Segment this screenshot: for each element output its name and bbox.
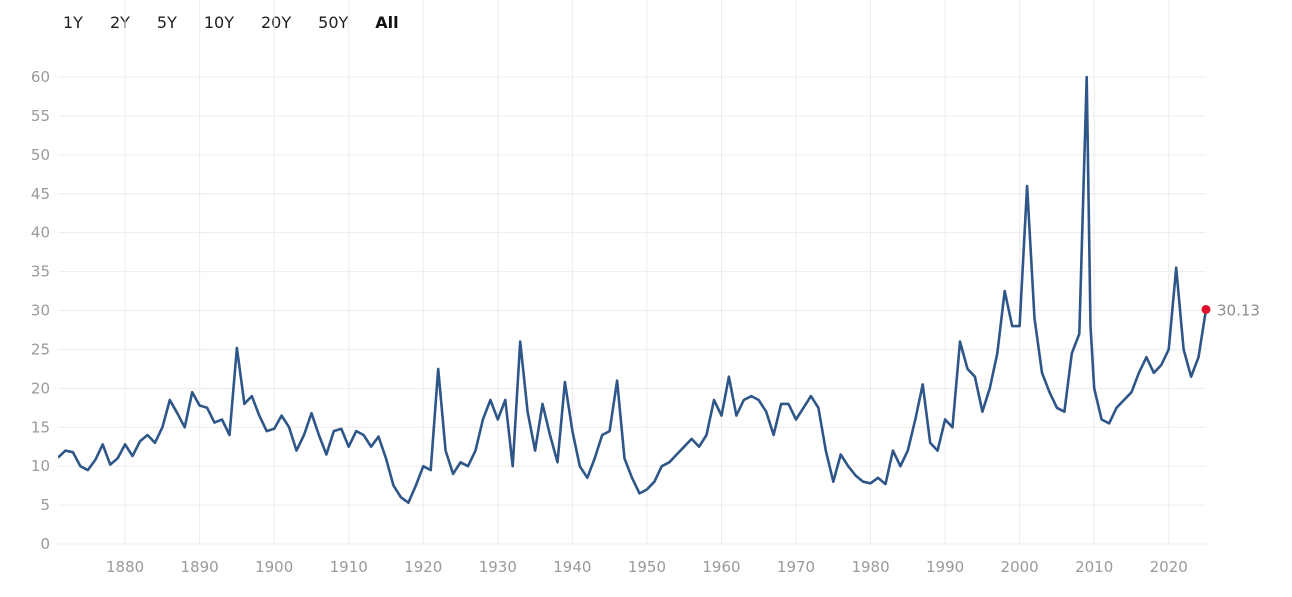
range-button-5y[interactable]: 5Y: [156, 13, 177, 32]
last-value-marker: 30.13: [1201, 301, 1260, 319]
x-tick-label: 1900: [255, 558, 293, 576]
last-point: [1201, 304, 1211, 314]
x-tick-label: 2020: [1150, 558, 1188, 576]
y-axis-ticks: 0 5 10 15 20 25 30 35 40 45 50 55 60: [31, 68, 50, 553]
x-tick-label: 1960: [702, 558, 740, 576]
y-tick-label: 30: [31, 302, 50, 320]
x-tick-label: 1920: [404, 558, 442, 576]
y-tick-label: 40: [31, 224, 50, 242]
x-tick-label: 1890: [181, 558, 219, 576]
x-tick-label: 2000: [1001, 558, 1039, 576]
x-tick-label: 1970: [777, 558, 815, 576]
y-tick-label: 35: [31, 263, 50, 281]
range-selector: 1Y 2Y 5Y 10Y 20Y 50Y All: [63, 12, 426, 36]
x-tick-label: 1980: [851, 558, 889, 576]
y-tick-label: 20: [31, 379, 50, 397]
range-button-10y[interactable]: 10Y: [203, 13, 234, 32]
x-tick-label: 1880: [106, 558, 144, 576]
y-tick-label: 50: [31, 146, 50, 164]
x-tick-label: 1910: [330, 558, 368, 576]
y-tick-label: 5: [40, 496, 50, 514]
last-value-label: 30.13: [1217, 301, 1260, 319]
range-button-all[interactable]: All: [375, 13, 399, 32]
range-button-20y[interactable]: 20Y: [261, 13, 292, 32]
x-tick-label: 2010: [1075, 558, 1113, 576]
y-tick-label: 0: [40, 535, 50, 553]
x-tick-label: 1950: [628, 558, 666, 576]
series-lines: [58, 75, 1208, 504]
y-tick-label: 45: [31, 185, 50, 203]
y-tick-label: 10: [31, 457, 50, 475]
range-button-50y[interactable]: 50Y: [318, 13, 349, 32]
y-tick-label: 60: [31, 68, 50, 86]
y-tick-label: 25: [31, 340, 50, 358]
x-tick-label: 1940: [553, 558, 591, 576]
x-tick-label: 1930: [479, 558, 517, 576]
x-tick-label: 1990: [926, 558, 964, 576]
series-line: [58, 75, 1208, 504]
range-button-1y[interactable]: 1Y: [63, 13, 83, 32]
grid-lines: [58, 0, 1206, 545]
y-tick-label: 15: [31, 418, 50, 436]
y-tick-label: 55: [31, 107, 50, 125]
x-axis-ticks: 1880 1890 1900 1910 1920 1930 1940 1950 1960 1970…: [106, 558, 1188, 576]
